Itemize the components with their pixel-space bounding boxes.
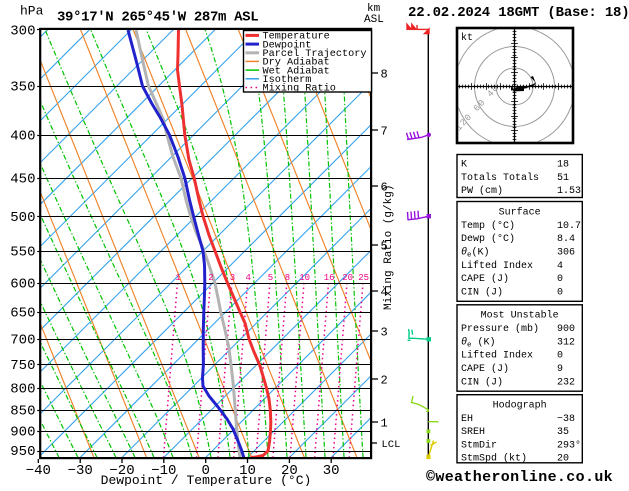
svg-text:232: 232 [557, 378, 575, 389]
svg-text:3: 3 [381, 326, 388, 340]
svg-text:0: 0 [557, 274, 563, 285]
svg-text:950: 950 [10, 444, 35, 460]
svg-text:StmSpd (kt): StmSpd (kt) [461, 453, 527, 465]
svg-text:8: 8 [381, 68, 388, 82]
svg-text:51: 51 [557, 173, 569, 184]
svg-text:0: 0 [557, 288, 563, 299]
svg-text:22.02.2024 18GMT (Base: 18): 22.02.2024 18GMT (Base: 18) [408, 5, 629, 21]
svg-text:EH: EH [461, 414, 473, 425]
svg-text:Mixing Ratio: Mixing Ratio [263, 83, 336, 95]
svg-text:1: 1 [381, 417, 388, 431]
svg-text:30: 30 [323, 463, 340, 479]
svg-text:5: 5 [268, 273, 273, 283]
svg-text:10.7: 10.7 [557, 221, 581, 232]
svg-text:8.4: 8.4 [557, 234, 575, 245]
svg-text:450: 450 [10, 172, 35, 188]
svg-text:306: 306 [557, 248, 575, 259]
svg-text:1.53: 1.53 [557, 186, 581, 197]
svg-text:400: 400 [10, 129, 35, 145]
svg-text:16: 16 [324, 273, 335, 283]
svg-text:kt: kt [461, 32, 473, 44]
svg-text:Pressure (mb): Pressure (mb) [461, 323, 539, 335]
svg-text:PW (cm): PW (cm) [461, 185, 503, 197]
svg-text:θe (K): θe (K) [461, 336, 496, 349]
svg-text:850: 850 [10, 404, 35, 420]
svg-text:Surface: Surface [499, 207, 541, 219]
svg-text:hPa: hPa [20, 4, 44, 19]
svg-text:35: 35 [557, 427, 569, 438]
svg-text:9: 9 [557, 364, 563, 375]
svg-text:600: 600 [10, 276, 35, 292]
svg-text:4: 4 [245, 273, 250, 283]
svg-text:Most Unstable: Most Unstable [481, 310, 559, 322]
svg-text:©weatheronline.co.uk: ©weatheronline.co.uk [426, 469, 613, 486]
svg-text:θe(K): θe(K) [461, 247, 490, 260]
svg-text:Hodograph: Hodograph [493, 400, 547, 412]
svg-text:StmDir: StmDir [461, 439, 497, 451]
svg-text:Mixing Ratio (g/kg): Mixing Ratio (g/kg) [383, 185, 395, 310]
svg-text:500: 500 [10, 210, 35, 226]
svg-text:2: 2 [208, 273, 213, 283]
svg-text:25: 25 [358, 273, 369, 283]
svg-text:293°: 293° [557, 439, 581, 451]
svg-text:−30: −30 [68, 463, 93, 479]
svg-text:10: 10 [299, 273, 310, 283]
svg-text:700: 700 [10, 333, 35, 349]
svg-text:550: 550 [10, 245, 35, 261]
svg-text:18: 18 [557, 160, 569, 171]
svg-text:900: 900 [557, 324, 575, 335]
svg-text:650: 650 [10, 306, 35, 322]
svg-text:CIN (J): CIN (J) [461, 287, 503, 299]
svg-text:ASL: ASL [364, 14, 384, 26]
svg-text:Lifted Index: Lifted Index [461, 260, 533, 272]
svg-text:0: 0 [557, 351, 563, 362]
svg-text:−38: −38 [557, 414, 575, 425]
svg-text:Dewp (°C): Dewp (°C) [461, 233, 515, 245]
svg-text:20: 20 [342, 273, 353, 283]
svg-text:Dewpoint / Temperature (°C): Dewpoint / Temperature (°C) [101, 473, 312, 486]
svg-text:Lifted Index: Lifted Index [461, 350, 533, 362]
svg-text:350: 350 [10, 80, 35, 96]
svg-text:2: 2 [381, 374, 388, 388]
svg-text:7: 7 [381, 125, 388, 139]
svg-text:Temp (°C): Temp (°C) [461, 220, 515, 232]
svg-text:39°17'N 265°45'W 287m ASL: 39°17'N 265°45'W 287m ASL [57, 10, 258, 26]
svg-text:8: 8 [285, 273, 290, 283]
svg-text:CAPE (J): CAPE (J) [461, 273, 509, 285]
svg-text:3: 3 [230, 273, 235, 283]
svg-text:800: 800 [10, 381, 35, 397]
svg-text:300: 300 [10, 24, 35, 40]
svg-text:CAPE (J): CAPE (J) [461, 363, 509, 375]
svg-text:1: 1 [175, 273, 180, 283]
svg-text:−40: −40 [26, 463, 51, 479]
svg-text:CIN (J): CIN (J) [461, 377, 503, 389]
svg-text:20: 20 [557, 454, 569, 465]
svg-text:900: 900 [10, 424, 35, 440]
svg-text:SREH: SREH [461, 427, 485, 438]
svg-text:Totals Totals: Totals Totals [461, 172, 539, 184]
svg-text:LCL: LCL [382, 439, 401, 451]
svg-text:750: 750 [10, 358, 35, 374]
svg-text:312: 312 [557, 337, 575, 348]
svg-text:K: K [461, 160, 467, 171]
svg-text:4: 4 [557, 261, 563, 272]
